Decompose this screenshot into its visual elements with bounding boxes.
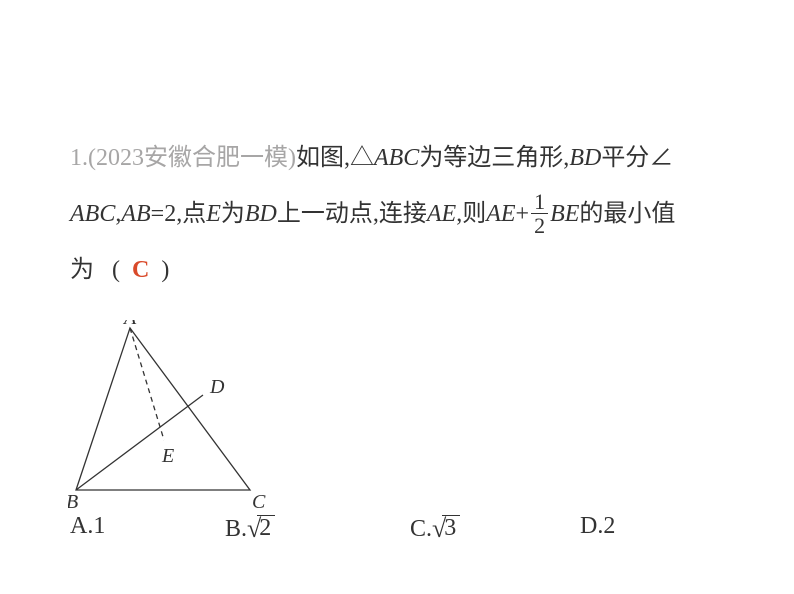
question-block: 1.(2023安徽合肥一模)如图,△ABC为等边三角形,BD平分∠ ABC,AB… [70, 130, 730, 298]
fraction-num: 1 [531, 190, 548, 214]
fraction-den: 2 [531, 214, 548, 237]
triangle-figure: A B C D E [68, 320, 278, 515]
question-line-2: ABC,AB=2,点E为BD上一动点,连接AE,则AE+12BE的最小值 [70, 186, 730, 242]
t1b: ABC [374, 145, 419, 171]
t2g: BD [245, 201, 277, 227]
option-c-prefix: C. [410, 516, 432, 542]
option-d-prefix: D. [580, 513, 603, 539]
segment-ae [130, 328, 164, 440]
t2d: =2,点 [151, 201, 207, 227]
t3c: ) [161, 257, 169, 283]
t2j: ,则 [456, 201, 486, 227]
option-a: A.1 [70, 513, 105, 540]
fraction-half: 12 [531, 190, 548, 237]
answer-letter: C [132, 257, 149, 283]
question-source: (2023安徽合肥一模) [88, 145, 296, 171]
option-a-value: 1 [93, 513, 105, 539]
t2i: AE [427, 201, 456, 227]
t2f: 为 [221, 201, 245, 227]
t2k: AE [486, 201, 515, 227]
question-line-1: 1.(2023安徽合肥一模)如图,△ABC为等边三角形,BD平分∠ [70, 130, 730, 186]
option-c: C.√3 [410, 513, 460, 543]
label-c: C [252, 491, 266, 513]
t3a: 为 [70, 257, 94, 283]
segment-bd [76, 395, 203, 490]
option-b-sqrt: √2 [247, 513, 275, 543]
t2n: 的最小值 [579, 201, 675, 227]
label-d: D [209, 376, 225, 398]
t1d: BD [569, 145, 601, 171]
question-line-3: 为 ( C ) [70, 242, 730, 298]
t2h: 上一动点,连接 [277, 201, 427, 227]
option-b-radicand: 2 [257, 515, 275, 540]
option-a-prefix: A. [70, 513, 93, 539]
question-number: 1. [70, 145, 88, 171]
option-c-radicand: 3 [442, 515, 460, 540]
t2c: AB [121, 201, 150, 227]
t1a: 如图,△ [296, 145, 374, 171]
option-d-value: 2 [603, 513, 615, 539]
t2e: E [206, 201, 221, 227]
figure-svg: A B C D E [68, 320, 278, 515]
label-b: B [68, 491, 78, 513]
label-a: A [122, 320, 137, 329]
t2a: ABC [70, 201, 115, 227]
t2l: + [516, 201, 530, 227]
t1e: 平分∠ [601, 145, 673, 171]
option-d: D.2 [580, 513, 615, 540]
option-b: B.√2 [225, 513, 275, 543]
t3b: ( [112, 257, 120, 283]
t1c: 为等边三角形, [419, 145, 569, 171]
option-b-prefix: B. [225, 516, 247, 542]
label-e: E [161, 445, 174, 467]
t2m: BE [550, 201, 579, 227]
option-c-sqrt: √3 [432, 513, 460, 543]
